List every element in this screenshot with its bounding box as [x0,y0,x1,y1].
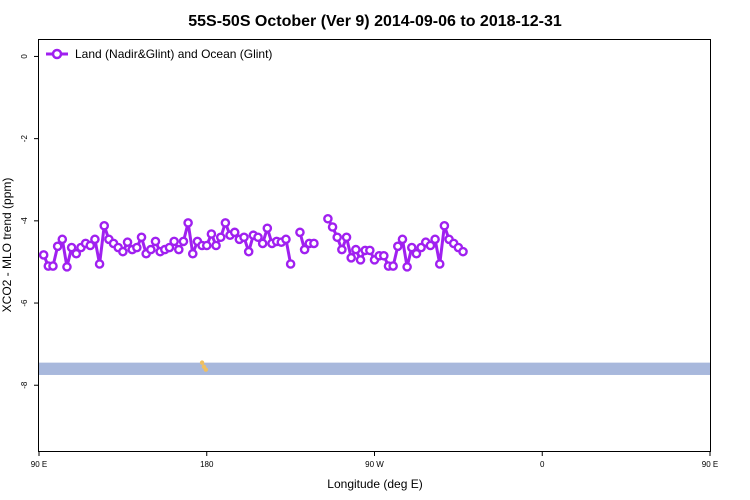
x-tick-label: 90 E [702,460,718,469]
legend-label: Land (Nadir&Glint) and Ocean (Glint) [75,47,272,61]
data-point [285,259,296,269]
data-point [379,250,389,261]
data-point [332,232,343,243]
data-point [243,246,254,257]
data-point [38,250,49,260]
data-point [337,244,347,255]
data-point [215,232,226,243]
data-point [52,241,63,252]
data-point [392,241,403,252]
data-point [355,255,366,265]
data-point [299,244,310,255]
x-tick-label: 90 W [365,460,384,469]
data-point [239,232,249,243]
data-point [150,236,161,247]
data-point [346,253,357,263]
data-point [327,222,338,232]
chart-title: 55S-50S October (Ver 9) 2014-09-06 to 20… [188,13,562,30]
data-point [458,246,468,257]
x-tick-label: 0 [540,460,545,469]
data-point [183,218,193,228]
legend: Land (Nadir&Glint) and Ocean (Glint) [46,47,272,61]
data-point [211,240,221,251]
data-point [99,220,110,231]
data-point [57,234,68,245]
data-point [309,238,319,249]
data-point [146,244,156,255]
y-tick-label: -8 [20,381,29,389]
data-point [62,262,72,272]
data-point [71,248,82,259]
data-point [229,227,240,238]
data-point [281,234,291,245]
data-point [169,236,179,247]
data-point [262,223,273,234]
data-point [365,245,375,256]
y-tick-label: -6 [20,299,29,307]
data-point [173,244,184,255]
data-point [206,229,217,239]
data-point [397,234,408,245]
y-axis: 0 -2 -4 -6 -8 [20,54,39,389]
x-axis-label: Longitude (deg E) [327,477,422,491]
data-point [439,220,450,231]
data-point [257,238,268,249]
data-point [136,232,147,243]
data-point [90,234,100,245]
data-point [388,261,398,271]
data-point [187,248,198,259]
data-point [122,237,133,248]
data-point [351,244,361,255]
data-point [434,259,445,269]
data-point [253,232,263,243]
data-point [178,236,189,247]
data-point [94,259,105,269]
x-tick-label: 180 [200,460,214,469]
x-tick-label: 90 E [31,460,47,469]
data-point [341,232,352,243]
data-point [164,242,175,253]
data-point [406,242,417,253]
band-marker [199,360,205,365]
data-point [425,240,436,251]
band-marker [203,367,209,372]
y-tick-label: -2 [20,135,29,143]
plot-area [38,213,710,375]
data-point [85,240,96,251]
band-0 [39,362,710,375]
y-tick-label: 0 [20,54,29,59]
data-point [66,242,77,253]
data-point [411,248,422,259]
data-point [201,240,212,251]
data-point [132,242,142,253]
data-point [402,262,412,272]
data-point [220,218,231,228]
y-axis-label: XCO2 - MLO trend (ppm) [0,178,14,313]
x-axis: 90 E 180 90 W 0 90 E [31,451,718,469]
legend-marker [51,48,63,60]
data-point [430,234,440,245]
data-point [323,213,333,224]
data-point [295,227,305,238]
data-point [118,246,128,257]
y-tick-label: -4 [20,217,29,225]
data-point [48,261,58,271]
